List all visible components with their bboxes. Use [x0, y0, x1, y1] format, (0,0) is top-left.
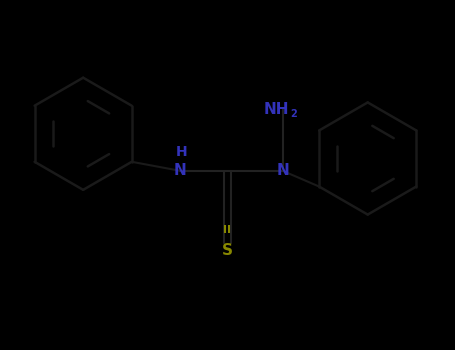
Text: NH: NH — [263, 102, 289, 117]
Text: H: H — [176, 145, 187, 159]
Text: II: II — [223, 225, 232, 235]
Text: N: N — [276, 163, 289, 178]
Text: N: N — [174, 163, 187, 178]
Text: S: S — [222, 244, 233, 258]
Text: 2: 2 — [290, 109, 297, 119]
